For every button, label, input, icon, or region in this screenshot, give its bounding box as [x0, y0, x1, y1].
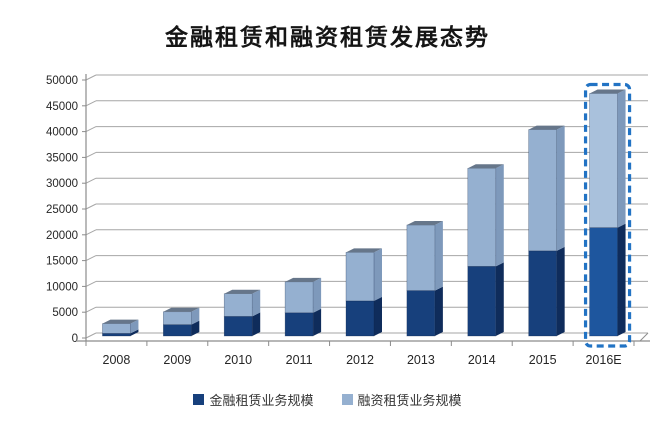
bar-side-2014-s0 [495, 262, 504, 336]
bar-segment-2014-s0 [467, 266, 497, 337]
chart-title: 金融租赁和融资租赁发展态势 [165, 24, 490, 50]
x-tick-label: 2014 [468, 353, 496, 367]
legend-item-financial-leasing: 金融租赁业务规模 [193, 390, 314, 409]
bar-segment-2011-s1 [284, 281, 314, 314]
gridline-connector [85, 151, 97, 158]
gridline-connector [85, 332, 97, 339]
bar-side-2009-s1 [191, 307, 200, 325]
bar-side-2008-s1 [130, 319, 139, 334]
bar-side-2012-s1 [374, 248, 382, 301]
forecast-outline [583, 82, 632, 348]
bar-side-2013-s1 [434, 221, 443, 291]
bar-top-2016E [589, 89, 626, 94]
gridline-connector [85, 126, 97, 133]
legend-label: 金融租赁业务规模 [209, 393, 314, 408]
y-tick-label: 40000 [46, 127, 78, 139]
y-tick-label: 15000 [46, 256, 78, 268]
x-tick-label: 2015 [529, 353, 557, 367]
bar-segment-2012-s0 [345, 300, 375, 337]
x-tick-label: 2011 [286, 353, 313, 367]
bar-segment-2009-s0 [163, 324, 192, 337]
bar-top-2010 [224, 289, 261, 294]
bar-segment-2011-s0 [284, 312, 314, 337]
bar-side-2011-s0 [313, 308, 322, 336]
y-tick-label: 0 [72, 333, 78, 345]
gridline-connector [85, 229, 97, 236]
gridline-connector [85, 100, 97, 107]
legend-label: 融资租赁业务规模 [357, 393, 462, 408]
y-tick-label: 30000 [46, 178, 78, 190]
bar-top-2008 [102, 319, 139, 324]
bar-segment-2014-s1 [467, 168, 497, 267]
bar-segment-2008-s0 [102, 333, 131, 337]
bar-segment-2010-s0 [223, 316, 253, 337]
bar-segment-2008-s1 [102, 323, 131, 334]
bar-segment-2016E-s0 [589, 227, 618, 337]
y-tick-label: 50000 [46, 75, 78, 87]
bar-side-2016E-s0 [617, 223, 626, 336]
bar-top-2015 [528, 125, 565, 130]
bar-side-2013-s0 [434, 286, 443, 336]
legend-item-finance-leasing: 融资租赁业务规模 [341, 390, 462, 409]
gridline-connector [85, 306, 97, 313]
bar-top-2013 [406, 221, 443, 226]
gridline-connector [85, 74, 97, 81]
x-tick-label: 2010 [224, 353, 252, 367]
bar-segment-2013-s1 [406, 224, 436, 291]
bar-top-2014 [467, 164, 504, 169]
bar-segment-2015-s0 [528, 250, 557, 337]
floor-corner-edge [639, 332, 649, 342]
y-tick-label: 45000 [46, 101, 78, 113]
bar-segment-2012-s1 [345, 252, 375, 302]
bar-side-2010-s1 [252, 289, 261, 317]
bar-top-2011 [285, 277, 322, 282]
gridline-connector [85, 177, 97, 184]
bar-segment-2009-s1 [163, 311, 192, 325]
y-tick-label: 25000 [46, 204, 78, 216]
y-tick-label: 5000 [52, 307, 78, 319]
bar-segment-2015-s1 [528, 129, 557, 252]
y-tick-label: 20000 [46, 230, 78, 242]
bar-top-2009 [163, 307, 200, 312]
x-tick-label: 2013 [407, 353, 435, 367]
chart-legend: 金融租赁业务规模 融资租赁业务规模 [0, 390, 655, 409]
bar-segment-2013-s0 [406, 290, 436, 337]
bar-side-2009-s0 [191, 320, 200, 336]
bar-segment-2016E-s1 [589, 93, 618, 228]
bar-side-2008-s0 [130, 329, 139, 336]
bar-side-2015-s1 [556, 125, 565, 251]
bar-top-2012 [346, 248, 382, 253]
x-tick-label: 2016E [585, 353, 621, 367]
y-tick-label: 10000 [46, 281, 78, 293]
gridline-connector [85, 255, 97, 262]
bar-side-2014-s1 [495, 164, 504, 267]
gridline-connector [85, 203, 97, 210]
x-tick-label: 2012 [346, 353, 374, 367]
bar-segment-2010-s1 [223, 293, 253, 317]
x-tick-label: 2008 [103, 353, 131, 367]
gridline-connector [85, 280, 97, 287]
y-tick-label: 35000 [46, 152, 78, 164]
bar-side-2015-s0 [556, 246, 565, 336]
bar-side-2011-s1 [313, 277, 322, 313]
legend-swatch-light-icon [341, 394, 353, 405]
legend-swatch-dark-icon [193, 394, 205, 405]
bar-side-2012-s0 [374, 296, 382, 336]
bar-side-2010-s0 [252, 312, 261, 336]
x-tick-label: 2009 [163, 353, 191, 367]
bar-side-2016E-s1 [617, 89, 626, 228]
